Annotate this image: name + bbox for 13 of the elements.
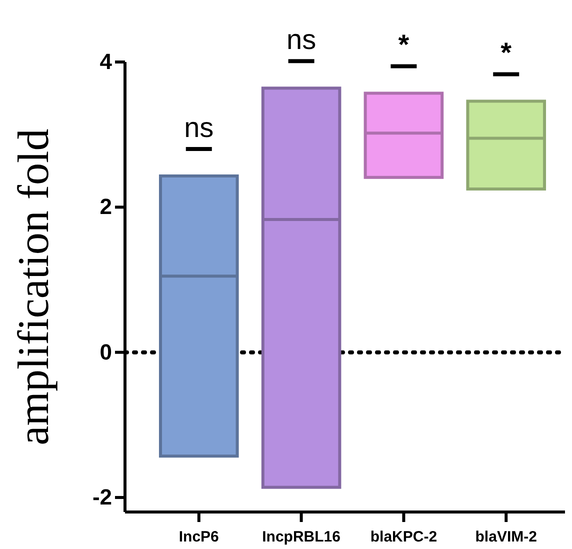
x-tick-label: blaKPC-2 xyxy=(370,528,438,546)
y-tick-label: 2 xyxy=(100,194,112,220)
y-tick-label: -2 xyxy=(92,484,112,510)
y-axis-title: amplification fold xyxy=(9,128,58,446)
x-tick-label: IncpRBL16 xyxy=(262,528,340,546)
annotation: * xyxy=(500,37,512,68)
annotation: ns xyxy=(184,112,214,143)
y-tick-label: 4 xyxy=(100,49,113,74)
y-tick-label: 0 xyxy=(100,339,112,364)
text: ns xyxy=(286,24,316,56)
text: * xyxy=(398,29,410,60)
x-tick-label: blaVIM-2 xyxy=(475,528,537,546)
x-tick-label: IncP6 xyxy=(178,528,219,546)
